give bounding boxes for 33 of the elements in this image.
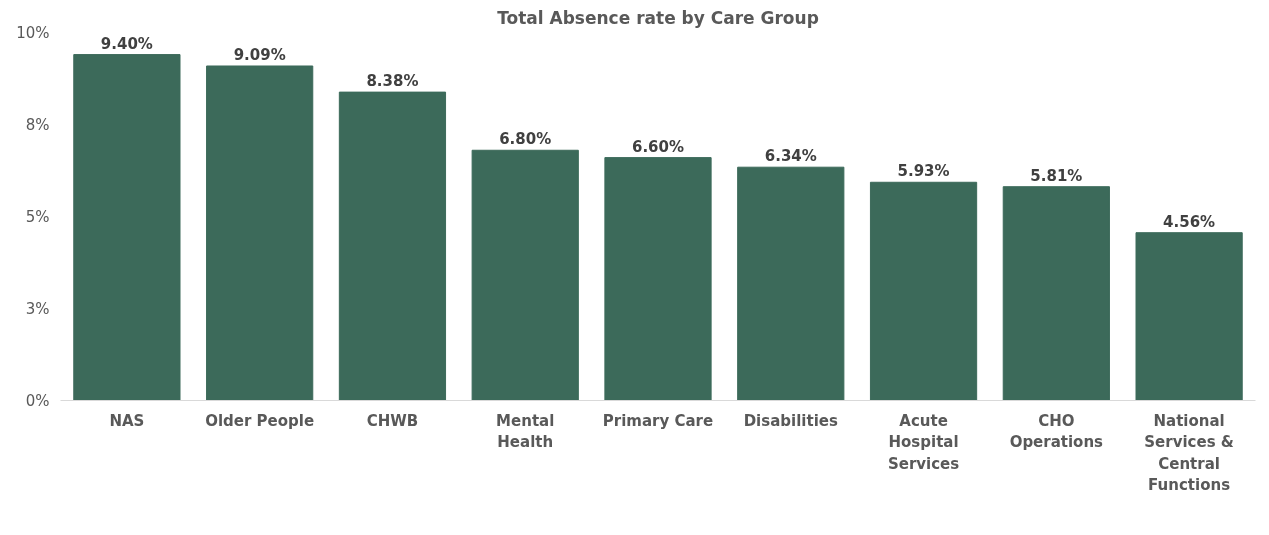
bar (1135, 232, 1243, 401)
x-tick-label: Mental Health (496, 411, 555, 452)
chart-title: Total Absence rate by Care Group (497, 7, 819, 28)
data-label: 6.34% (764, 147, 817, 166)
data-label: 4.56% (1163, 212, 1216, 231)
bar (604, 157, 712, 401)
data-label: 8.38% (366, 72, 419, 91)
x-tick-label: CHWB (366, 411, 419, 430)
x-tick-label: CHO Operations (1009, 411, 1104, 452)
data-label: 5.93% (897, 162, 950, 181)
bar (869, 181, 978, 401)
y-tick-label: 3% (25, 299, 50, 318)
data-label: 6.80% (499, 130, 552, 149)
y-tick-label: 5% (25, 207, 50, 226)
bar (206, 65, 314, 401)
x-tick-label: Acute Hospital Services (887, 411, 960, 473)
x-tick-label: Disabilities (743, 411, 838, 430)
data-label: 9.40% (100, 34, 153, 53)
x-tick-label: Primary Care (602, 411, 714, 430)
y-tick-label: 0% (25, 391, 50, 410)
data-label: 6.60% (631, 137, 685, 156)
bar (471, 149, 579, 401)
bar (737, 166, 845, 401)
bar (1002, 186, 1110, 401)
y-tick-label: 10% (16, 23, 50, 42)
bar (73, 54, 181, 401)
x-tick-label: National Services & Central Functions (1144, 411, 1234, 495)
data-label: 5.81% (1030, 166, 1083, 185)
data-label: 9.09% (233, 45, 286, 64)
y-tick-label: 8% (25, 115, 50, 134)
x-tick-label: NAS (109, 411, 145, 430)
bar (338, 91, 447, 401)
x-tick-label: Older People (205, 411, 315, 430)
